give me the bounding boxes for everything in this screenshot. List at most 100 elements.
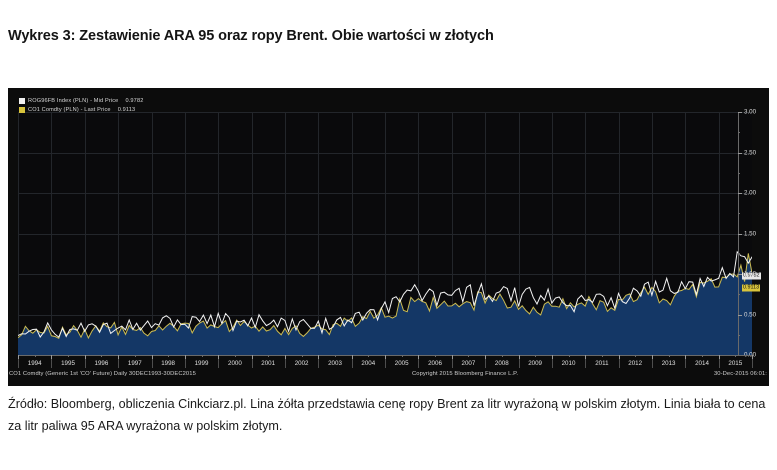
x-axis-tick <box>318 355 320 359</box>
legend-item: CO1 Comdty (PLN) - Last Price 0.9113 <box>19 106 143 114</box>
x-axis-tick-minor <box>435 355 436 357</box>
x-axis-label: 2004 <box>361 360 376 367</box>
footer-timestamp: 30-Dec-2015 06:01: <box>713 371 767 377</box>
x-axis-tick <box>84 355 86 359</box>
x-axis-separator <box>251 359 253 368</box>
x-axis-label: 2010 <box>561 360 576 367</box>
x-axis-separator <box>184 359 186 368</box>
x-axis-separator <box>84 359 86 368</box>
gridline-horizontal <box>18 193 752 194</box>
x-axis-label: 2013 <box>661 360 676 367</box>
x-axis-label: 1996 <box>94 360 109 367</box>
gridline-horizontal <box>18 274 752 275</box>
y-axis-label: 2.00 <box>744 189 757 197</box>
footer-copyright: Copyright 2015 Bloomberg Finance L.P. <box>412 371 519 377</box>
x-axis-tick-minor <box>368 355 370 357</box>
legend-label: ROG96FB Index (PLN) - Mid Price <box>28 98 119 104</box>
legend-value: 0.9782 <box>125 98 144 104</box>
series-line-ara95 <box>18 250 752 338</box>
gridline-horizontal <box>18 314 752 316</box>
x-axis-tick-minor <box>635 355 637 357</box>
x-axis-separator <box>385 359 386 368</box>
x-axis-tick <box>651 355 653 359</box>
legend-value: 0.9113 <box>117 107 136 113</box>
x-axis-tick <box>284 355 286 359</box>
legend-label: CO1 Comdty (PLN) - Last Price <box>28 107 111 113</box>
page-title: Wykres 3: Zestawienie ARA 95 oraz ropy B… <box>8 28 494 44</box>
x-axis: 1994 1995 1996 1997 1998 1999 2000 2001 2002 2003… <box>18 355 753 375</box>
x-axis-tick-minor <box>535 355 537 357</box>
x-axis-tick-minor <box>735 355 737 357</box>
x-axis-separator <box>351 359 353 368</box>
x-axis-label: 2008 <box>494 360 509 367</box>
x-axis-tick-minor <box>168 355 170 357</box>
x-axis-label: 2006 <box>428 360 442 367</box>
x-axis-separator <box>551 359 553 368</box>
x-axis-tick <box>184 355 186 359</box>
chart-legend: ROG96FB Index (PLN) - Mid Price 0.9782 C… <box>19 97 143 115</box>
x-axis-tick <box>385 355 386 359</box>
x-axis-separator <box>585 359 587 368</box>
x-axis-label: 1997 <box>127 360 142 367</box>
yellow-square-swatch <box>19 107 25 113</box>
footer-security-info: CO1 Comdty (Generic 1st 'CO' Future) Dai… <box>9 371 196 377</box>
x-axis-label: 2012 <box>628 360 643 367</box>
x-axis-tick-minor <box>702 355 703 357</box>
x-axis-label: 2015 <box>728 360 743 367</box>
y-axis-label: 0.50 <box>744 311 757 318</box>
x-axis-tick-minor <box>335 355 336 357</box>
x-axis-label: 2000 <box>228 360 242 367</box>
x-axis-tick <box>685 355 687 359</box>
x-axis-label: 2002 <box>294 360 309 367</box>
gridline-horizontal <box>18 112 752 113</box>
x-axis-label: 2014 <box>695 360 709 367</box>
x-axis-tick-minor <box>101 355 103 357</box>
x-axis-separator <box>418 359 420 368</box>
x-axis-separator <box>118 359 120 368</box>
series-plot <box>18 250 752 355</box>
white-square-swatch <box>19 98 25 104</box>
x-axis-tick <box>618 355 620 359</box>
x-axis-separator <box>685 359 687 368</box>
plot-area <box>18 112 752 355</box>
bloomberg-chart-panel: ROG96FB Index (PLN) - Mid Price 0.9782 C… <box>8 88 769 386</box>
gridline-horizontal <box>18 152 752 154</box>
x-axis-separator <box>284 359 286 368</box>
x-axis-separator <box>18 359 19 368</box>
x-axis-tick-minor <box>668 355 670 357</box>
x-axis-separator <box>318 359 320 368</box>
y-axis-label: 3.00 <box>744 108 757 116</box>
y-axis-label: 1.00 <box>744 270 757 278</box>
x-axis-separator <box>718 359 720 368</box>
x-axis-label: 2003 <box>328 360 342 367</box>
y-axis-tick <box>738 193 742 194</box>
y-axis-tick <box>738 112 742 113</box>
x-axis-tick <box>752 355 753 359</box>
y-axis-tick-minor <box>738 213 740 215</box>
y-axis-tick <box>738 274 742 275</box>
y-axis-label: 1.50 <box>744 230 757 237</box>
x-axis-separator <box>752 359 753 368</box>
x-axis-tick <box>585 355 587 359</box>
x-axis-tick-minor <box>301 355 303 357</box>
x-axis-tick <box>518 355 520 359</box>
caption-line-1: Źródło: Bloomberg, obliczenia Cinkciarz.… <box>8 397 691 411</box>
y-axis-tick-minor <box>738 172 740 174</box>
caption-line-2: biała to cena za litr paliwa 95 ARA wyra… <box>8 397 766 433</box>
gridline-horizontal <box>18 233 752 235</box>
x-axis-separator <box>651 359 653 368</box>
x-axis-tick <box>551 355 553 359</box>
x-axis-tick <box>151 355 153 359</box>
x-axis-label: 2011 <box>595 360 609 367</box>
y-axis-tick <box>738 233 742 235</box>
x-axis-separator <box>51 359 53 368</box>
x-axis-tick-minor <box>401 355 403 357</box>
x-axis-tick-minor <box>468 355 470 357</box>
x-axis-label: 2009 <box>528 360 542 367</box>
x-axis-label: 2007 <box>461 360 476 367</box>
x-axis-tick <box>451 355 453 359</box>
x-axis-separator <box>485 359 487 368</box>
x-axis-separator <box>151 359 153 368</box>
y-axis-tick-minor <box>738 253 740 255</box>
x-axis-tick <box>418 355 420 359</box>
